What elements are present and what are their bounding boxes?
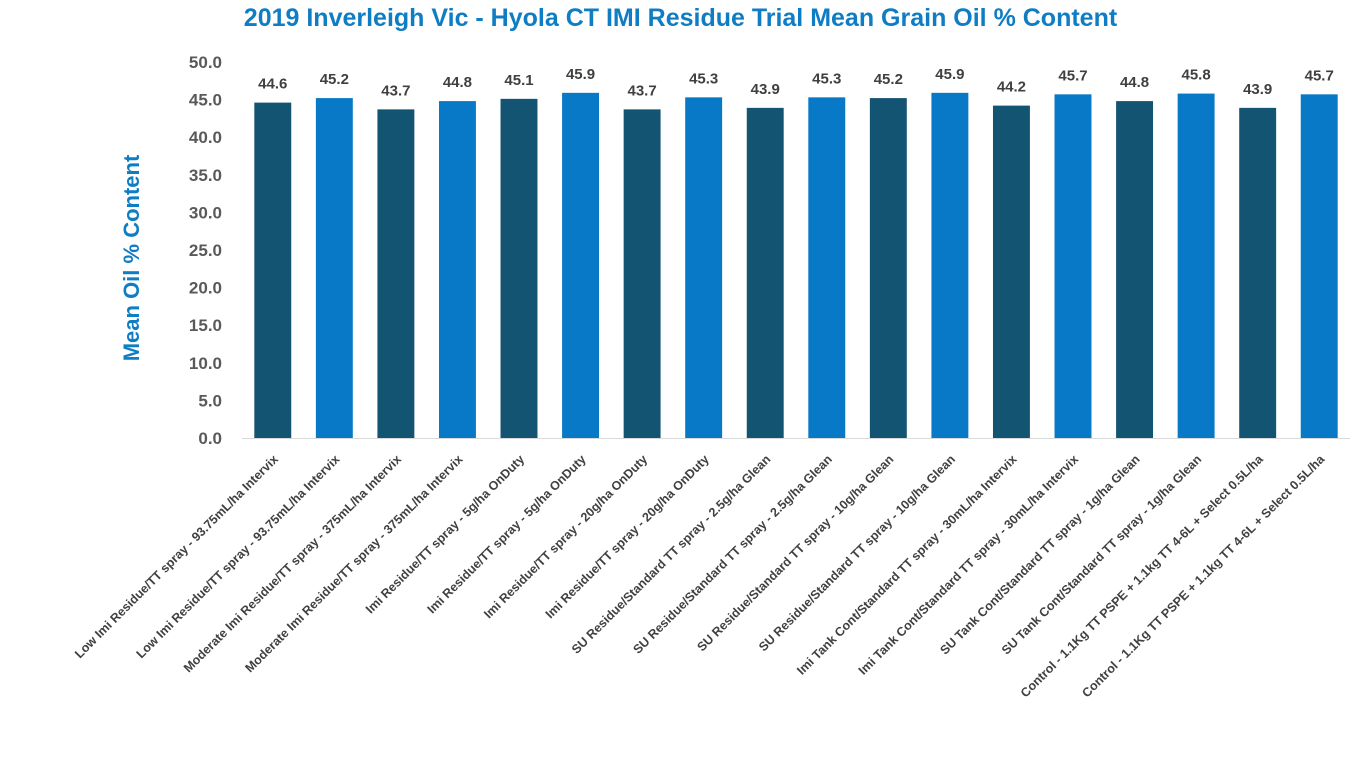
y-tick-label: 45.0 <box>189 91 222 110</box>
x-tick-label: Imi Tank Cont/Standard TT spray - 30mL/h… <box>856 452 1081 677</box>
x-tick-label: Imi Tank Cont/Standard TT spray - 30mL/h… <box>794 452 1019 677</box>
data-label: 45.7 <box>1305 67 1334 84</box>
data-label: 43.9 <box>751 81 780 98</box>
data-label: 44.8 <box>1120 74 1149 91</box>
bar <box>254 102 292 438</box>
y-tick-label: 0.0 <box>198 429 222 448</box>
y-tick-label: 35.0 <box>189 166 222 185</box>
y-tick-label: 40.0 <box>189 128 222 147</box>
x-tick-label: Moderate Imi Residue/TT spray - 375mL/ha… <box>181 452 404 675</box>
bar <box>746 107 784 438</box>
data-label: 45.3 <box>812 70 841 87</box>
y-tick-label: 50.0 <box>189 53 222 72</box>
y-tick-label: 20.0 <box>189 279 222 298</box>
data-label: 45.2 <box>320 71 349 88</box>
bar <box>992 105 1030 438</box>
y-tick-label: 10.0 <box>189 354 222 373</box>
data-label: 44.8 <box>443 74 472 91</box>
bar <box>931 92 969 438</box>
data-label: 43.7 <box>381 82 410 99</box>
data-label: 43.9 <box>1243 81 1272 98</box>
bar <box>438 101 476 438</box>
y-tick-label: 30.0 <box>189 203 222 222</box>
bar <box>685 97 723 439</box>
y-tick-label: 15.0 <box>189 316 222 335</box>
y-tick-label: 5.0 <box>198 391 222 410</box>
bar <box>1239 107 1277 438</box>
bar <box>623 109 661 438</box>
x-tick-label: Control - 1.1Kg TT PSPE + 1.1kg TT 4-6L … <box>1018 451 1267 700</box>
y-tick-label: 25.0 <box>189 241 222 260</box>
data-label: 45.8 <box>1182 67 1211 84</box>
data-label: 43.7 <box>628 82 657 99</box>
x-tick-label: Low Imi Residue/TT spray - 93.75mL/ha In… <box>72 452 281 661</box>
x-tick-label: Moderate Imi Residue/TT spray - 375mL/ha… <box>242 452 465 675</box>
bar <box>500 98 538 439</box>
data-label: 45.1 <box>504 72 533 89</box>
bar <box>808 97 846 439</box>
data-label: 44.2 <box>997 79 1026 96</box>
data-label: 44.6 <box>258 76 287 93</box>
bar <box>377 109 415 438</box>
x-tick-label: Control - 1.1Kg TT PSPE + 1.1kg TT 4-6L … <box>1079 451 1328 700</box>
bar <box>869 98 907 438</box>
data-label: 45.9 <box>935 66 964 83</box>
bar <box>1116 101 1154 438</box>
bar <box>315 98 353 438</box>
data-label: 45.2 <box>874 71 903 88</box>
chart-title: 2019 Inverleigh Vic - Hyola CT IMI Resid… <box>243 4 1118 32</box>
bar <box>562 92 600 438</box>
data-label: 45.7 <box>1058 67 1087 84</box>
bar <box>1177 93 1215 439</box>
data-label: 45.9 <box>566 66 595 83</box>
bar <box>1300 94 1338 438</box>
bar <box>1054 94 1092 438</box>
x-tick-label: Low Imi Residue/TT spray - 93.75mL/ha In… <box>134 452 343 661</box>
data-label: 45.3 <box>689 70 718 87</box>
